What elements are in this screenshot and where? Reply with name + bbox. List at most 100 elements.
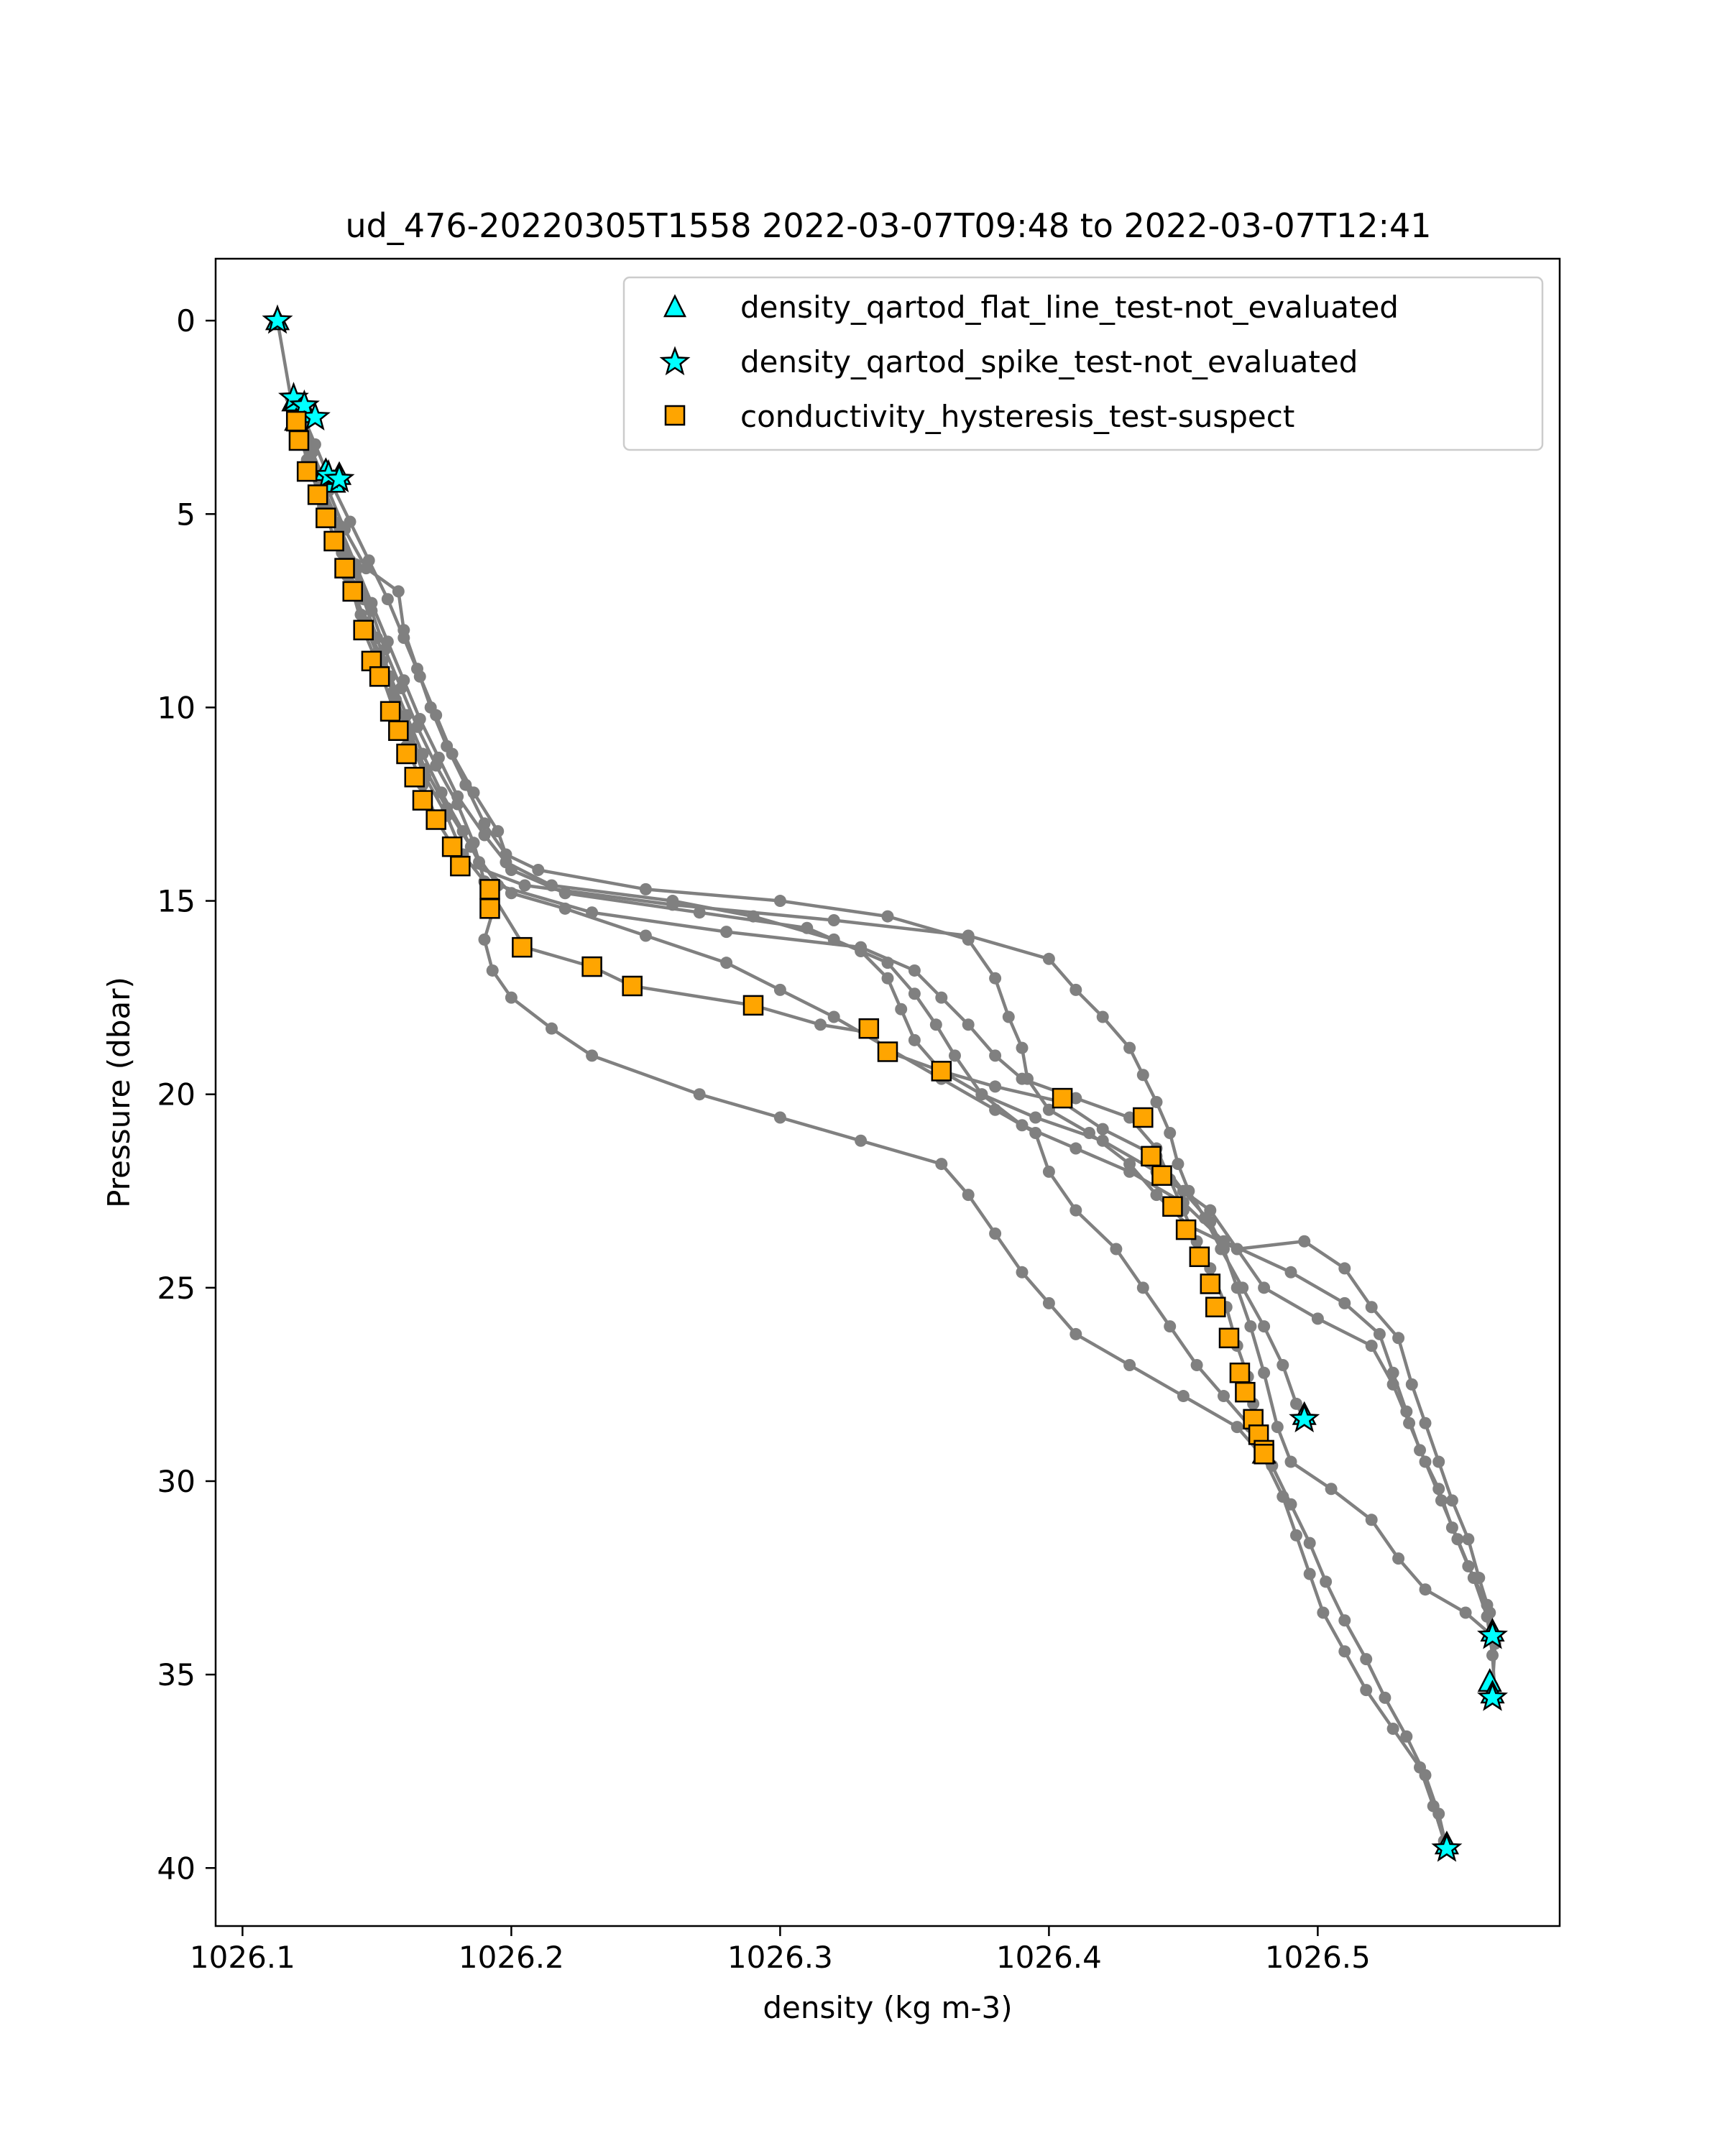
profile-point bbox=[397, 632, 410, 645]
x-tick-label: 1026.1 bbox=[190, 1940, 295, 1975]
profile-point bbox=[1096, 1010, 1109, 1023]
profile-line bbox=[290, 403, 1501, 1704]
profile-point bbox=[1016, 1041, 1029, 1054]
profile-point bbox=[1002, 1010, 1015, 1023]
profile-point bbox=[1021, 1072, 1034, 1085]
profile-point bbox=[1230, 1281, 1243, 1294]
profile-point bbox=[1070, 983, 1082, 996]
profile-point bbox=[451, 798, 464, 811]
profile-point bbox=[1435, 1494, 1448, 1507]
profile-point bbox=[1218, 1243, 1230, 1256]
x-tick-label: 1026.5 bbox=[1265, 1940, 1371, 1975]
profile-point bbox=[1427, 1800, 1440, 1812]
x-tick-label: 1026.4 bbox=[996, 1940, 1102, 1975]
profile-point bbox=[1445, 1494, 1458, 1507]
profile-point bbox=[1016, 1266, 1029, 1279]
legend-label-hysteresis: conductivity_hysteresis_test-suspect bbox=[740, 399, 1294, 434]
profile-point bbox=[1110, 1243, 1123, 1256]
profile-point bbox=[1386, 1722, 1399, 1735]
square-marker bbox=[285, 410, 307, 432]
square-marker bbox=[404, 767, 426, 788]
square-marker bbox=[1162, 1196, 1183, 1217]
profile-point bbox=[505, 991, 518, 1004]
profile-point bbox=[1289, 1397, 1302, 1410]
profile-point bbox=[989, 972, 1002, 985]
profile-point bbox=[362, 554, 375, 567]
square-marker bbox=[1052, 1087, 1073, 1109]
profile-point bbox=[486, 964, 499, 977]
profile-point bbox=[1042, 952, 1055, 965]
profile-point bbox=[1258, 1281, 1271, 1294]
square-marker bbox=[1200, 1273, 1221, 1294]
square-marker bbox=[369, 666, 390, 687]
profile-point bbox=[1123, 1358, 1136, 1371]
y-tick-label: 15 bbox=[157, 884, 196, 919]
profile-point bbox=[558, 887, 571, 900]
star-marker bbox=[262, 304, 293, 334]
square-marker bbox=[342, 581, 363, 602]
profile-point bbox=[395, 681, 408, 694]
profile-point bbox=[435, 786, 448, 799]
x-axis-label: density (kg m-3) bbox=[763, 1990, 1012, 2025]
profile-point bbox=[1276, 1358, 1289, 1371]
plot-frame bbox=[214, 257, 1561, 1927]
profile-point bbox=[814, 1018, 827, 1031]
y-tick-label: 30 bbox=[157, 1464, 196, 1499]
profile-point bbox=[446, 747, 459, 760]
square-marker bbox=[1189, 1246, 1210, 1268]
profile-point bbox=[962, 933, 975, 946]
profile-point bbox=[478, 829, 491, 842]
profile-point bbox=[1230, 1421, 1243, 1434]
profile-point bbox=[1136, 1069, 1149, 1082]
profile-point bbox=[908, 1033, 921, 1046]
profile-point bbox=[1042, 1165, 1055, 1178]
profile-point bbox=[1467, 1572, 1480, 1585]
square-marker bbox=[1205, 1296, 1226, 1317]
profile-point bbox=[855, 1134, 868, 1147]
profile-point bbox=[720, 926, 733, 939]
profile-point bbox=[1284, 1266, 1297, 1279]
profile-point bbox=[989, 1103, 1002, 1116]
profile-point bbox=[344, 515, 356, 528]
profile-point bbox=[1338, 1614, 1351, 1627]
profile-point bbox=[1303, 1537, 1316, 1549]
profile-point bbox=[1258, 1320, 1271, 1333]
star-marker bbox=[1289, 1403, 1320, 1433]
profile-point bbox=[949, 1049, 961, 1062]
profile-point bbox=[1136, 1281, 1149, 1294]
y-tick-label: 20 bbox=[157, 1077, 196, 1112]
square-marker bbox=[296, 461, 318, 482]
profile-point bbox=[1392, 1552, 1405, 1565]
square-marker bbox=[742, 995, 764, 1016]
profile-point bbox=[1070, 1327, 1082, 1340]
x-axis: 1026.1 1026.2 1026.3 1026.4 1026.5 bbox=[190, 1926, 1371, 1975]
profile-point bbox=[1303, 1567, 1316, 1580]
legend-entry-spike: density_qartod_spike_test-not_evaluated bbox=[659, 344, 1358, 379]
chart-title: ud_476-20220305T1558 2022-03-07T09:48 to… bbox=[345, 206, 1431, 245]
square-marker bbox=[512, 936, 533, 958]
profile-point bbox=[1338, 1645, 1351, 1658]
profile-point bbox=[1177, 1184, 1190, 1197]
star-marker bbox=[1431, 1832, 1463, 1862]
profile-point bbox=[430, 759, 443, 772]
legend-entry-flat-line: density_qartod_flat_line_test-not_evalua… bbox=[663, 290, 1399, 325]
square-marker bbox=[288, 430, 310, 451]
square-marker bbox=[877, 1041, 898, 1062]
profile-point bbox=[492, 825, 505, 838]
profile-point bbox=[720, 957, 733, 969]
profile-point bbox=[411, 720, 423, 733]
square-marker bbox=[1175, 1219, 1197, 1240]
profile-point bbox=[1177, 1390, 1190, 1403]
profile-point bbox=[881, 957, 894, 969]
x-tick-label: 1026.2 bbox=[459, 1940, 564, 1975]
profile-point bbox=[1405, 1378, 1418, 1391]
profile-point bbox=[1311, 1312, 1324, 1325]
profile-point bbox=[908, 964, 921, 977]
profile-point bbox=[962, 1018, 975, 1031]
profile-point bbox=[1123, 1165, 1136, 1178]
legend-label-flat-line: density_qartod_flat_line_test-not_evalua… bbox=[740, 290, 1399, 325]
legend-entry-hysteresis: conductivity_hysteresis_test-suspect bbox=[664, 399, 1294, 434]
profile-point bbox=[1432, 1455, 1445, 1468]
profile-point bbox=[500, 856, 512, 869]
profile-point bbox=[532, 863, 545, 876]
